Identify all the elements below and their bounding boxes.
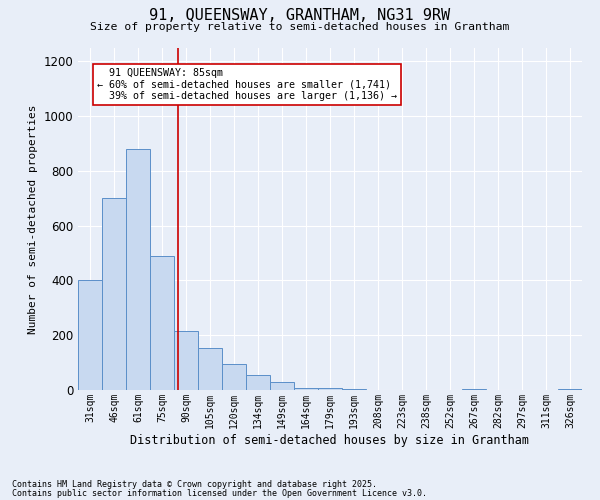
Bar [294, 388, 318, 390]
Bar [198, 348, 222, 390]
Bar [246, 375, 270, 390]
Bar [222, 364, 246, 390]
Bar [150, 256, 174, 390]
Text: Contains HM Land Registry data © Crown copyright and database right 2025.: Contains HM Land Registry data © Crown c… [12, 480, 377, 489]
Bar [126, 149, 150, 390]
Text: 91, QUEENSWAY, GRANTHAM, NG31 9RW: 91, QUEENSWAY, GRANTHAM, NG31 9RW [149, 8, 451, 22]
Bar [318, 388, 342, 390]
Bar [102, 198, 126, 390]
Text: Contains public sector information licensed under the Open Government Licence v3: Contains public sector information licen… [12, 488, 427, 498]
Bar [174, 331, 198, 390]
Y-axis label: Number of semi-detached properties: Number of semi-detached properties [28, 104, 38, 334]
Text: Size of property relative to semi-detached houses in Grantham: Size of property relative to semi-detach… [91, 22, 509, 32]
Text: 91 QUEENSWAY: 85sqm
← 60% of semi-detached houses are smaller (1,741)
  39% of s: 91 QUEENSWAY: 85sqm ← 60% of semi-detach… [97, 68, 397, 101]
Bar [270, 382, 294, 390]
Bar [342, 388, 366, 390]
Bar [78, 280, 102, 390]
Bar [558, 389, 582, 390]
Bar [462, 389, 486, 390]
X-axis label: Distribution of semi-detached houses by size in Grantham: Distribution of semi-detached houses by … [131, 434, 530, 446]
